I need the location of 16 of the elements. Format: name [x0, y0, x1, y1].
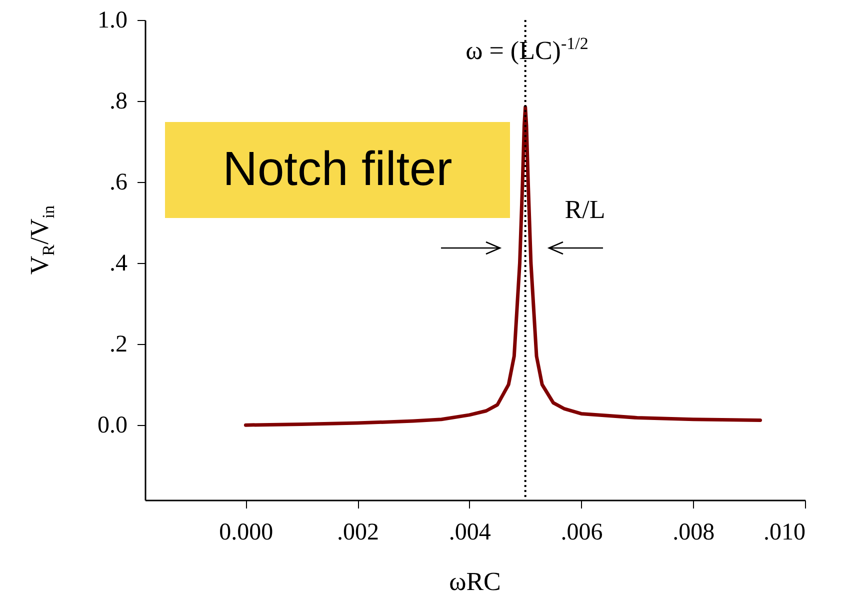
x-tick-label: .010	[764, 520, 806, 546]
y-tick-label: 0.0	[98, 412, 128, 439]
y-tick-label: 1.0	[98, 8, 128, 34]
x-tick-label: .002	[337, 520, 380, 546]
x-tick-label: .004	[448, 520, 491, 546]
x-axis-title: ωRC	[449, 567, 501, 597]
y-tick-label: .2	[110, 332, 128, 358]
x-tick-label: 0.000	[219, 520, 274, 546]
annotation: R/L	[564, 195, 606, 225]
y-tick-label: .6	[110, 170, 128, 196]
annotation: ω = (LC)$^{-1/2}$	[466, 34, 588, 66]
y-tick-label: .4	[110, 250, 128, 277]
annotation: Notch filter	[165, 122, 510, 218]
x-tick-label: .008	[672, 520, 715, 546]
x-tick-label: .006	[560, 520, 603, 546]
y-tick-label: .8	[110, 88, 128, 115]
